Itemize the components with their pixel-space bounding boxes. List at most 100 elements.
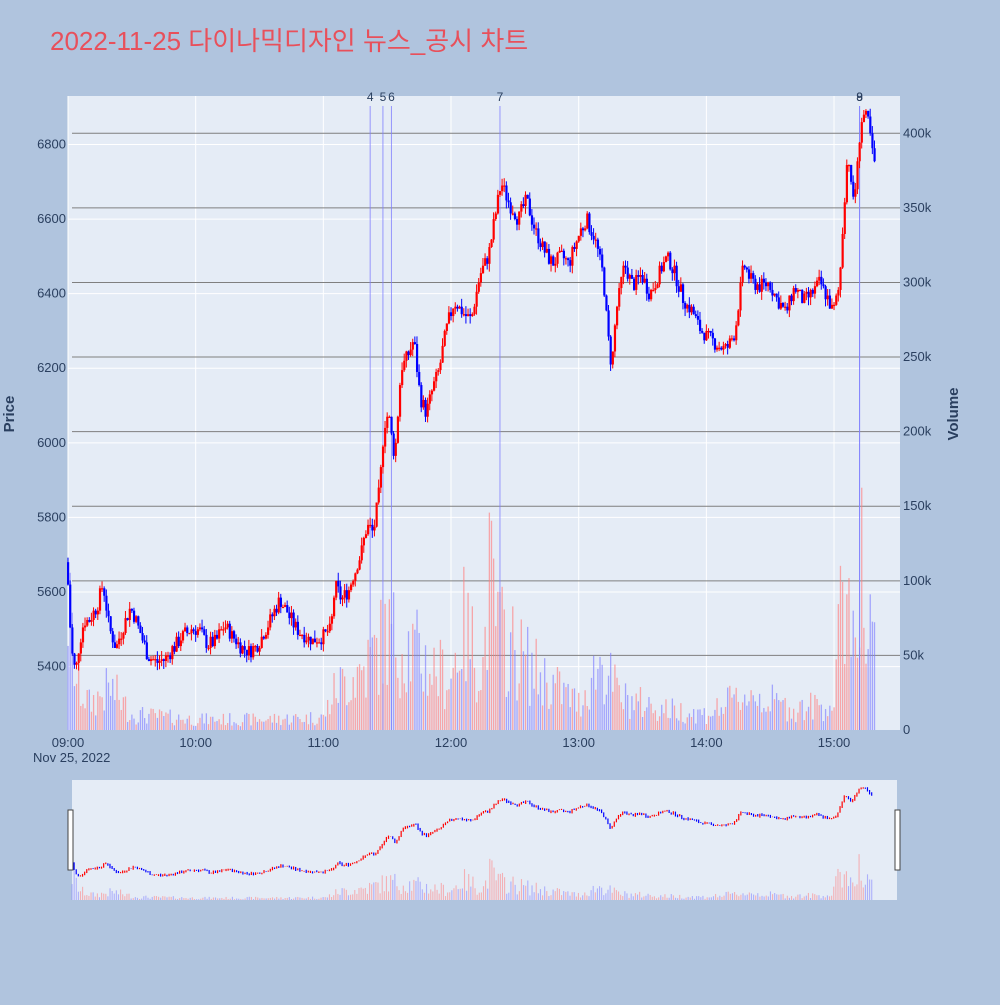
volume-bar	[584, 690, 586, 730]
candle-body	[215, 634, 219, 639]
candle-body	[562, 250, 565, 259]
candle-body	[162, 659, 165, 662]
candle-body	[869, 116, 872, 134]
slider-volume-bar	[354, 889, 356, 900]
volume-bar	[244, 714, 246, 730]
candle-body	[524, 194, 527, 207]
volume-tick-label: 100k	[903, 573, 932, 588]
candle-body	[601, 254, 604, 268]
volume-bar	[786, 721, 788, 730]
slider-volume-bar	[533, 892, 535, 900]
slider-volume-bar	[569, 895, 571, 900]
candle-body	[207, 647, 210, 650]
candle-body	[186, 627, 189, 634]
volume-bar	[480, 690, 482, 730]
volume-bar	[337, 702, 339, 730]
volume-bar	[744, 694, 746, 730]
candle-body	[528, 198, 531, 216]
range-slider[interactable]	[67, 780, 901, 900]
candle-body	[211, 636, 214, 647]
volume-bar	[784, 697, 786, 730]
slider-volume-bar	[535, 882, 537, 900]
volume-bars	[67, 487, 876, 730]
range-slider-right-handle[interactable]	[894, 809, 901, 871]
slider-volume-bar	[723, 895, 725, 900]
slider-volume-bar	[843, 874, 845, 900]
candle-body	[603, 267, 606, 296]
volume-bar	[109, 695, 112, 730]
volume-bar	[101, 697, 103, 730]
candle-body	[179, 640, 182, 647]
range-slider-left-handle[interactable]	[67, 809, 74, 871]
volume-bar	[665, 699, 667, 730]
candle-body	[356, 569, 359, 574]
volume-bar	[803, 720, 805, 730]
slider-volume-bar	[824, 897, 826, 900]
volume-bar	[235, 723, 237, 730]
slider-volume-bar	[223, 898, 225, 900]
candle-body	[394, 442, 397, 456]
volume-bar	[295, 714, 297, 730]
candle-body	[279, 597, 282, 607]
volume-bar	[116, 674, 118, 730]
slider-volume-bar	[567, 891, 569, 900]
volume-bar	[214, 721, 216, 730]
candle-body	[330, 616, 334, 624]
candle-body	[118, 638, 121, 645]
slider-volume-bar	[580, 897, 582, 900]
volume-bar	[629, 718, 631, 730]
candle-body	[467, 314, 470, 317]
volume-bar	[561, 704, 563, 730]
volume-bar	[697, 709, 699, 730]
candle-body	[620, 276, 623, 289]
volume-bar	[812, 719, 814, 730]
candle-body	[326, 631, 329, 633]
slider-volume-bar	[248, 896, 250, 900]
slider-volume-bar	[373, 882, 375, 900]
candle-body	[126, 618, 129, 620]
candle-body	[618, 288, 621, 307]
volume-bar	[309, 712, 312, 730]
volume-bar	[427, 695, 429, 730]
slider-volume-bar	[704, 898, 706, 900]
volume-bar	[386, 684, 388, 730]
volume-bar	[365, 697, 367, 730]
slider-volume-bar	[647, 893, 649, 900]
volume-bar	[105, 668, 108, 730]
candle-body	[156, 659, 159, 663]
slider-volume-bar	[379, 893, 381, 900]
volume-bar	[95, 715, 97, 730]
volume-bar	[505, 696, 508, 730]
slider-volume-bar	[563, 891, 565, 900]
volume-bar	[201, 713, 203, 730]
slider-volume-bar	[856, 884, 858, 900]
volume-bar	[495, 626, 497, 730]
slider-volume-bar	[179, 898, 181, 900]
candle-body	[205, 634, 208, 648]
volume-bar	[769, 711, 771, 730]
candle-body	[424, 399, 427, 417]
candle-body	[222, 629, 225, 631]
range-slider-background	[72, 780, 897, 900]
time-tick-label: 12:00	[435, 735, 468, 750]
slider-volume-bar	[548, 896, 550, 900]
candle-body	[673, 265, 676, 274]
slider-volume-bar	[791, 895, 793, 900]
candle-body	[443, 330, 446, 346]
volume-bar	[541, 705, 544, 730]
candle-body	[701, 330, 704, 333]
volume-bar	[307, 724, 310, 730]
volume-bar	[465, 681, 467, 730]
candle-body	[75, 662, 78, 665]
volume-bar	[588, 709, 591, 730]
volume-bar	[144, 718, 146, 730]
slider-volume-bar	[474, 888, 476, 900]
volume-tick-label: 200k	[903, 424, 932, 439]
volume-bar	[710, 716, 712, 730]
candle-body	[139, 625, 142, 634]
slider-volume-bar	[345, 889, 347, 900]
slider-volume-bar	[202, 897, 204, 900]
volume-bar	[646, 707, 648, 730]
slider-volume-bar	[255, 896, 257, 900]
volume-bar	[635, 693, 637, 730]
